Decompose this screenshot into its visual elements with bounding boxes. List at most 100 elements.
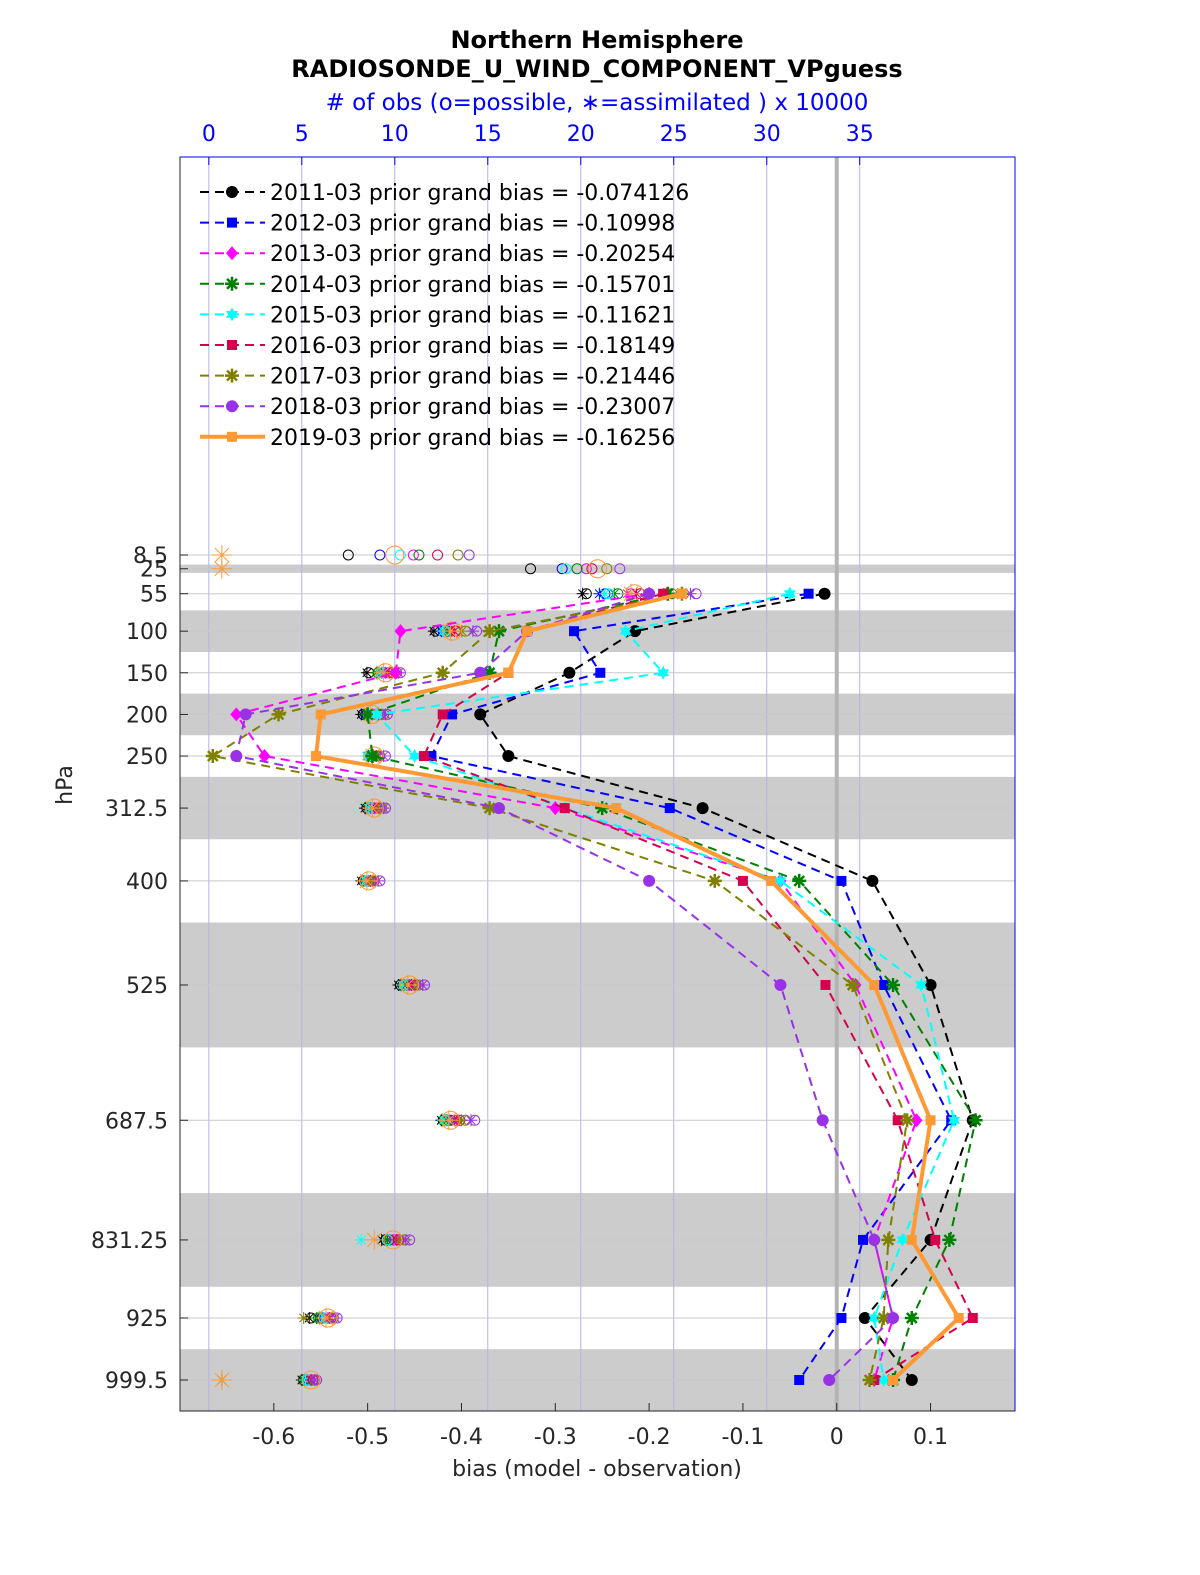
series-7-point-5	[492, 802, 505, 815]
obs-possible-4-1	[560, 563, 572, 575]
series-2-point-5	[549, 801, 562, 816]
series-5-point-3	[437, 709, 448, 720]
series-6-point-6	[707, 873, 722, 888]
obs-possible-3-1	[571, 563, 583, 575]
top-tick-label-5: 25	[660, 122, 688, 147]
series-8-point-3	[315, 709, 326, 720]
obs-possible-7-0	[463, 549, 475, 561]
legend-entry-3: 2014-03 prior grand bias = -0.15701	[270, 273, 675, 298]
series-7-point-10	[887, 1311, 900, 1324]
obs-possible-5-0	[432, 549, 444, 561]
obs-assimilated-8-0	[211, 545, 232, 565]
series-8-point-0	[676, 588, 687, 599]
chart-title: Northern Hemisphere	[450, 26, 743, 54]
obs-assimilated-6-10	[455, 1114, 468, 1127]
series-8	[311, 588, 964, 1385]
series-7-point-3	[239, 708, 252, 721]
x-tick-label-1: -0.5	[346, 1425, 389, 1450]
obs-assimilated-8-3	[440, 621, 461, 642]
obs-assimilated-8-7	[362, 798, 383, 819]
legend-entry-8: 2019-03 prior grand bias = -0.16256	[270, 426, 675, 451]
series-8-point-9	[906, 1234, 917, 1245]
legend-swatch-marker-6	[225, 368, 239, 383]
obs-assimilated-7-9	[416, 978, 429, 991]
y-tick-label-10: 687.5	[105, 1109, 168, 1134]
series-6-point-10	[876, 1310, 891, 1325]
series-1-point-10	[836, 1312, 847, 1323]
legend-entry-7: 2018-03 prior grand bias = -0.23007	[270, 395, 675, 420]
y-tick-label-5: 200	[126, 703, 168, 728]
series-3-point-1	[491, 624, 506, 639]
x-tick-label-0: -0.6	[252, 1425, 295, 1450]
series-6-point-8	[900, 1113, 915, 1128]
series-3-point-9	[942, 1232, 957, 1247]
series-1-point-0	[803, 588, 814, 599]
legend-swatch-marker-4	[225, 307, 239, 322]
x-tick-label-4: -0.2	[628, 1425, 671, 1450]
series-8-point-10	[953, 1312, 964, 1323]
y-tick-label-6: 250	[126, 745, 168, 770]
obs-possible-8-1	[588, 559, 607, 579]
legend: 2011-03 prior grand bias = -0.074126 2012…	[200, 181, 689, 451]
series-0-point-7	[924, 978, 937, 991]
series-7-point-8	[816, 1114, 829, 1127]
obs-assimilated-7-10	[465, 1114, 478, 1127]
obs-possible-1-0	[374, 549, 386, 561]
series-5-point-10	[967, 1312, 978, 1323]
series-2-point-3	[230, 707, 243, 722]
legend-swatch-marker-3	[225, 276, 239, 291]
series-4-point-4	[408, 749, 421, 764]
series-4-point-0	[783, 586, 796, 601]
series-5-point-9	[930, 1234, 941, 1245]
y-tick-label-0: 8.5	[133, 544, 168, 569]
series-4-point-7	[915, 977, 928, 992]
obs-possible-0-1	[525, 563, 537, 575]
series-6-point-1	[482, 624, 497, 639]
top-tick-label-2: 10	[381, 122, 409, 147]
series-5-point-0	[658, 588, 669, 599]
x-tick-label-6: 0	[830, 1425, 844, 1450]
obs-assimilated-8-12	[315, 1307, 336, 1328]
series-1-point-3	[447, 709, 458, 720]
obs-assimilated-6-12	[297, 1311, 310, 1324]
bias-series	[205, 586, 983, 1387]
series-3-point-2	[482, 665, 497, 680]
top-tick-label-1: 5	[295, 122, 309, 147]
top-tick-label-0: 0	[202, 122, 216, 147]
series-7-point-7	[774, 978, 787, 991]
series-6-point-3	[271, 707, 286, 722]
series-8-point-2	[503, 667, 514, 678]
series-8-point-1	[522, 626, 533, 637]
obs-assimilated-4-11	[355, 1233, 368, 1246]
y-tick-label-12: 925	[126, 1307, 168, 1332]
series-7	[230, 587, 900, 1386]
series-4-point-1	[619, 624, 632, 639]
obs-possible-4-0	[394, 549, 406, 561]
series-4-point-6	[774, 873, 787, 888]
legend-entry-1: 2012-03 prior grand bias = -0.10998	[270, 212, 675, 237]
legend-swatch-marker-8	[227, 431, 237, 442]
series-2-point-2	[389, 665, 402, 680]
series-1-point-6	[836, 875, 847, 886]
obs-assimilated-8-2	[620, 583, 641, 604]
obs-possible-0-0	[342, 549, 354, 561]
series-8-point-4	[311, 751, 322, 762]
obs-assimilated-0-2	[576, 587, 589, 600]
series-6-point-2	[435, 665, 450, 680]
series-6-point-7	[845, 977, 860, 992]
series-4-point-9	[896, 1232, 909, 1247]
obs-possible-8-0	[385, 545, 405, 565]
series-0-point-3	[474, 708, 487, 721]
x-tick-label-3: -0.3	[534, 1425, 577, 1450]
obs-assimilated-8-10	[438, 1110, 459, 1131]
obs-assimilated-8-9	[397, 974, 418, 995]
series-line-1	[429, 592, 953, 1381]
x-tick-label-2: -0.4	[440, 1425, 483, 1450]
y-tick-label-2: 55	[140, 583, 168, 608]
y-tick-label-9: 525	[126, 974, 168, 999]
top-tick-label-7: 35	[846, 122, 874, 147]
series-3-point-3	[360, 707, 375, 722]
series-line-8	[313, 591, 962, 1382]
legend-swatch-marker-1	[227, 217, 237, 228]
